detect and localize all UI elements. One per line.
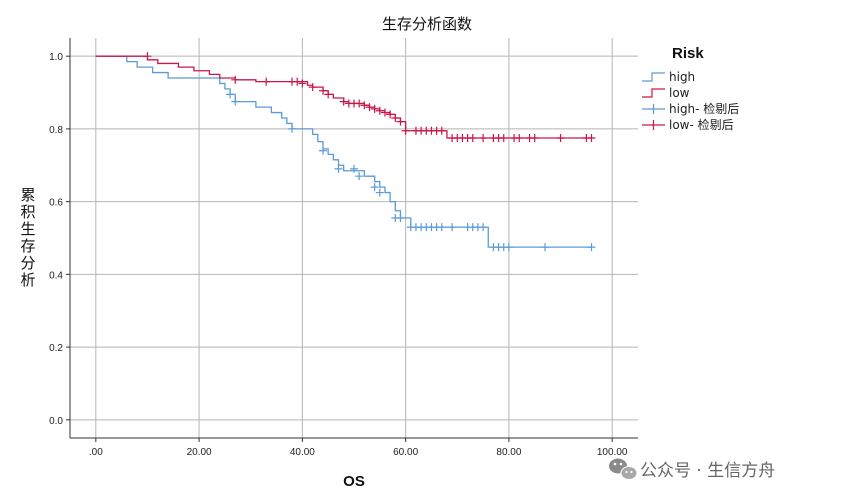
censor-mark-high — [587, 243, 596, 252]
y-tick-label: 0.8 — [49, 125, 63, 136]
legend-entry: high- 检剔后 — [669, 101, 739, 116]
censor-mark-low — [468, 134, 477, 142]
censor-mark-high — [231, 97, 240, 106]
legend-swatch — [642, 88, 665, 98]
x-axis-label: OS — [343, 473, 365, 490]
y-tick-labels: 0.0 0.2 0.4 0.6 0.8 1.0 — [49, 52, 70, 427]
censor-mark-high — [370, 183, 379, 192]
censor-mark-low — [375, 106, 384, 115]
watermark: 公众号 · 生信方舟 — [609, 458, 775, 481]
grid-lines — [70, 38, 638, 438]
censor-mark-low — [556, 134, 565, 142]
censor-mark-high — [350, 164, 358, 173]
y-axis-label-char: 析 — [20, 271, 35, 289]
censor-mark-low — [319, 86, 328, 95]
censor-mark-high — [396, 214, 405, 222]
censor-mark-high — [334, 164, 343, 173]
x-tick-label: 60.00 — [393, 447, 418, 458]
censor-mark-low — [143, 52, 152, 61]
legend-entry: high — [669, 70, 695, 84]
censor-mark-low — [479, 134, 488, 142]
censor-mark-low — [530, 134, 539, 142]
censor-mark-low — [308, 83, 317, 92]
censor-mark-low — [339, 97, 348, 106]
x-tick-label: 20.00 — [187, 447, 212, 458]
y-tick-label: 0.6 — [49, 198, 63, 209]
censor-mark-low — [370, 104, 379, 113]
censor-mark-high — [504, 243, 513, 252]
censor-mark-low — [298, 79, 307, 88]
censor-mark-low — [355, 99, 364, 108]
censor-mark-low — [391, 114, 400, 122]
chart-title: 生存分析函数 — [382, 15, 472, 33]
y-axis-label-char: 累 — [20, 186, 35, 204]
x-tick-label: 80.00 — [496, 447, 521, 458]
censor-mark-low — [587, 134, 596, 142]
y-tick-label: 0.0 — [49, 416, 63, 427]
series-line-high — [95, 55, 592, 248]
censor-mark-low — [386, 110, 395, 119]
censor-mark-low — [324, 90, 333, 99]
legend-title: Risk — [672, 45, 704, 62]
x-tick-label: .00 — [89, 447, 103, 458]
legend-entry: low- 检剔后 — [669, 117, 734, 132]
series-layer — [95, 52, 596, 252]
censor-mark-low — [437, 126, 446, 135]
censor-mark-low — [499, 134, 508, 142]
censor-mark-high — [375, 188, 384, 197]
legend-entry: low — [669, 86, 690, 100]
axes — [69, 38, 638, 439]
y-axis-label-char: 生 — [20, 220, 35, 238]
censor-mark-high — [448, 223, 457, 232]
y-axis-label-char: 分 — [20, 254, 35, 272]
wechat-icon — [609, 458, 638, 480]
y-axis-label-char: 存 — [20, 237, 35, 255]
censor-mark-low — [396, 117, 405, 126]
y-tick-label: 0.2 — [49, 343, 63, 354]
y-axis-label-char: 积 — [20, 203, 35, 221]
censor-mark-low — [365, 103, 374, 112]
censor-mark-high — [355, 172, 364, 181]
censor-mark-high — [288, 124, 297, 133]
censor-mark-low — [515, 134, 524, 142]
censor-mark-low — [293, 77, 302, 86]
censor-mark-low — [380, 108, 389, 117]
censor-mark-high — [226, 90, 235, 99]
watermark-text: 公众号 · 生信方舟 — [640, 461, 775, 481]
x-tick-labels: .00 20.00 40.00 60.00 80.00 100.00 — [89, 438, 628, 458]
x-tick-label: 40.00 — [290, 447, 315, 458]
censor-mark-high — [479, 223, 488, 232]
censor-mark-high — [319, 146, 328, 155]
x-tick-label: 100.00 — [597, 447, 628, 458]
plot-area — [70, 38, 638, 438]
censor-mark-low — [401, 126, 410, 135]
censor-mark-high — [541, 243, 550, 252]
censor-mark-high — [437, 223, 446, 232]
censor-mark-low — [262, 77, 271, 86]
censor-mark-low — [360, 101, 369, 110]
y-tick-label: 1.0 — [49, 52, 63, 63]
y-tick-label: 0.4 — [49, 270, 63, 281]
censor-mark-low — [231, 75, 240, 84]
legend-swatch — [642, 72, 665, 82]
